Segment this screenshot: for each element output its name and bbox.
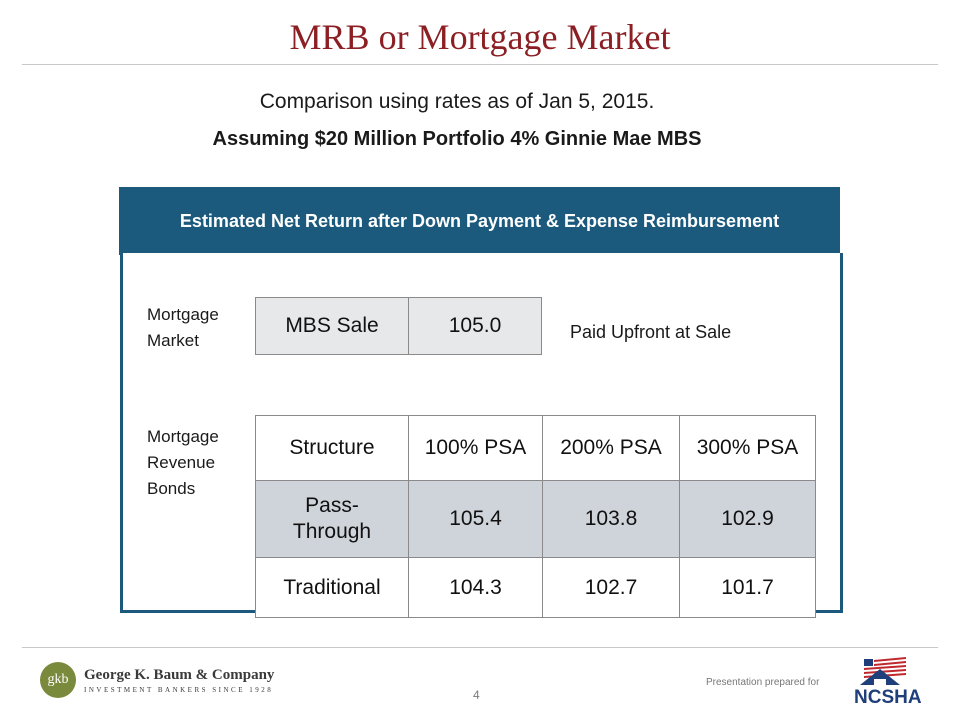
gkb-logo-name: George K. Baum & Company	[84, 666, 275, 683]
ncsha-flag-icon	[860, 657, 906, 685]
ncsha-logo: NCSHA	[854, 657, 922, 707]
subtitle-assumption: Assuming $20 Million Portfolio 4% Ginnie…	[212, 128, 702, 150]
structure-cell: Traditional	[255, 557, 409, 618]
panel-header: Estimated Net Return after Down Payment …	[119, 187, 840, 255]
mbs-sale-table: MBS Sale 105.0	[255, 297, 542, 355]
mortgage-market-label: Mortgage Market	[147, 305, 219, 350]
prepared-for-text: Presentation prepared for	[706, 677, 820, 688]
mbs-sale-value: 105.0	[408, 297, 542, 355]
gkb-logo-tagline: INVESTMENT BANKERS SINCE 1928	[84, 685, 274, 694]
gkb-logo: gkb George K. Baum & Company INVESTMENT …	[40, 662, 274, 698]
panel-header-text: Estimated Net Return after Down Payment …	[179, 210, 780, 231]
footer-divider	[22, 647, 938, 648]
mbs-sale-cell: MBS Sale	[255, 297, 409, 355]
subtitle-comparison: Comparison using rates as of Jan 5, 2015…	[259, 90, 655, 113]
mrb-table: Structure 100% PSA 200% PSA 300% PSA Pas…	[255, 415, 816, 618]
ncsha-logo-text: NCSHA	[854, 687, 922, 707]
value-cell: 104.3	[408, 557, 543, 618]
value-cell: 105.4	[408, 480, 543, 558]
column-header: 100% PSA	[408, 415, 543, 481]
value-cell: 102.9	[679, 480, 816, 558]
paid-upfront-note: Paid Upfront at Sale	[570, 322, 732, 342]
value-cell: 102.7	[542, 557, 680, 618]
mrb-label: Mortgage Revenue Bonds	[147, 427, 219, 498]
value-cell: 103.8	[542, 480, 680, 558]
title-divider	[22, 64, 938, 65]
value-cell: 101.7	[679, 557, 816, 618]
column-header: 300% PSA	[679, 415, 816, 481]
slide-title: MRB or Mortgage Market	[289, 17, 671, 57]
table-row: Traditional 104.3 102.7 101.7	[255, 557, 816, 618]
table-row: MBS Sale 105.0	[255, 297, 542, 355]
page-number: 4	[473, 688, 480, 702]
column-header: 200% PSA	[542, 415, 680, 481]
table-row: Pass- Through 105.4 103.8 102.9	[255, 480, 816, 558]
column-header: Structure	[255, 415, 409, 481]
table-header-row: Structure 100% PSA 200% PSA 300% PSA	[255, 415, 816, 481]
gkb-logo-mark: gkb	[40, 662, 76, 698]
structure-cell: Pass- Through	[255, 480, 409, 558]
